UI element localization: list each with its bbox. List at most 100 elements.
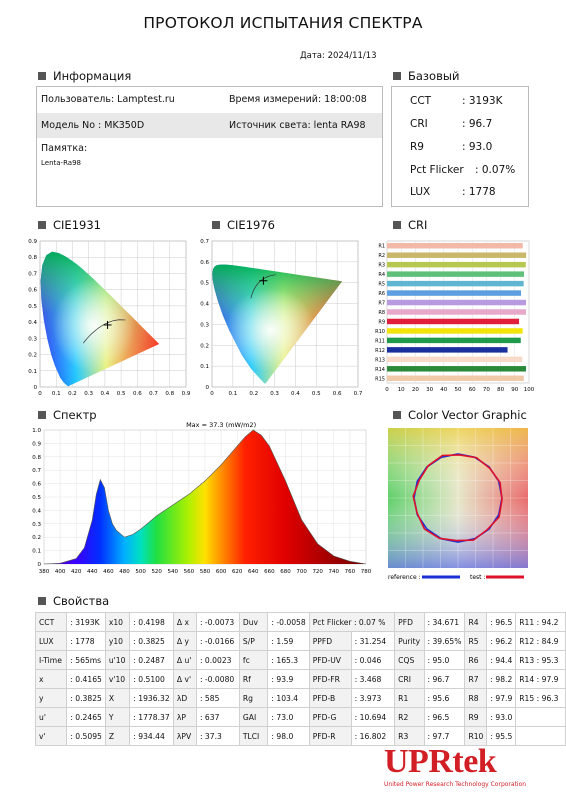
properties-cell: λPV bbox=[172, 726, 197, 746]
properties-cell: : 34.671 bbox=[423, 612, 466, 632]
info-section-title: Информация bbox=[38, 69, 131, 83]
y-tick-label: 1.0 bbox=[32, 428, 41, 434]
cri-label: R4 bbox=[378, 272, 385, 278]
cie1931-chart: 00 0.1 0.1 0.2 0.2 0.3 0.3 0.4 0.4 0.5 0.5 0.6 0.6 0.… bbox=[28, 239, 191, 397]
properties-cell: : 97.7 bbox=[423, 726, 466, 746]
spectrum-line bbox=[43, 429, 367, 565]
properties-cell: Duv bbox=[238, 612, 269, 632]
cvg-legend-test: test : bbox=[470, 574, 485, 581]
y-tick-label: 0 bbox=[38, 562, 42, 568]
section-bullet-icon bbox=[393, 72, 401, 80]
cri-label: R1 bbox=[378, 244, 385, 250]
cri-bar bbox=[387, 271, 525, 277]
y-tick-label: 0.7 bbox=[28, 271, 37, 277]
y-tick-label: 0.1 bbox=[28, 369, 37, 375]
cri-label: R14 bbox=[375, 367, 385, 373]
properties-cell: R6 bbox=[464, 650, 488, 670]
y-tick-label: 0 bbox=[34, 385, 38, 391]
properties-cell: : 0.4165 bbox=[66, 669, 106, 689]
section-bullet-icon bbox=[393, 411, 401, 419]
cvg-section-title: Color Vector Graphic bbox=[393, 408, 527, 422]
x-tick-label: 60 bbox=[469, 387, 476, 393]
properties-cell: : 0.2465 bbox=[66, 707, 106, 727]
cri-bar bbox=[387, 366, 527, 372]
cri-bar bbox=[387, 290, 522, 296]
x-tick-label: 700 bbox=[296, 569, 307, 575]
x-tick-label: 580 bbox=[200, 569, 211, 575]
properties-cell: Z bbox=[104, 726, 131, 746]
y-tick-label: 0.5 bbox=[200, 281, 209, 287]
info-user: Пользователь: Lamptest.ru bbox=[41, 94, 175, 105]
x-tick-label: 0.7 bbox=[149, 391, 158, 397]
properties-cell: x bbox=[34, 669, 68, 689]
y-tick-label: 0 bbox=[206, 385, 210, 391]
section-bullet-icon bbox=[393, 221, 401, 229]
cri-chart: 0 10 20 30 40 50 60 70 80 90 100 R1 R2 R3 R4 R5 R6 R7 R8 R9… bbox=[375, 240, 535, 393]
properties-cell: : 0.3825 bbox=[66, 688, 106, 708]
logo-text: UPRtek bbox=[384, 743, 497, 780]
properties-cell: Rg bbox=[238, 688, 269, 708]
properties-cell: : 0.0023 bbox=[195, 650, 240, 670]
properties-cell: : 934.44 bbox=[129, 726, 174, 746]
cri-bar bbox=[387, 280, 524, 287]
x-tick-label: 520 bbox=[151, 569, 162, 575]
x-tick-label: 540 bbox=[168, 569, 179, 575]
properties-cell: : 1936.32 bbox=[129, 688, 174, 708]
x-tick-label: 0.5 bbox=[117, 391, 126, 397]
cri-section-title: CRI bbox=[393, 218, 427, 232]
x-tick-label: 40 bbox=[440, 387, 447, 393]
properties-cell: : 96.5 bbox=[486, 612, 517, 632]
cri-label: R12 bbox=[375, 348, 385, 354]
properties-cell: : 16.802 bbox=[350, 726, 396, 746]
properties-cell: : 1.59 bbox=[267, 631, 310, 651]
cri-bar bbox=[387, 337, 521, 344]
x-tick-label: 0.8 bbox=[165, 391, 174, 397]
properties-cell: PFD bbox=[394, 612, 425, 632]
x-tick-label: 720 bbox=[312, 569, 323, 575]
y-tick-label: 0.3 bbox=[32, 522, 41, 528]
properties-cell: R8 bbox=[464, 688, 488, 708]
x-tick-label: 0.3 bbox=[270, 391, 279, 397]
cri-bar bbox=[387, 318, 520, 325]
y-tick-label: 0.4 bbox=[28, 320, 37, 326]
properties-cell: : 637 bbox=[195, 707, 240, 727]
x-tick-label: 100 bbox=[524, 387, 535, 393]
properties-cell: v' bbox=[34, 726, 68, 746]
properties-cell: v'10 bbox=[104, 669, 131, 689]
properties-cell: λD bbox=[172, 688, 197, 708]
basic-cct: CCT: 3193K bbox=[410, 95, 503, 107]
x-tick-label: 0 bbox=[38, 391, 42, 397]
y-tick-label: 0.6 bbox=[200, 260, 209, 266]
x-tick-label: 500 bbox=[135, 569, 146, 575]
properties-cell: : 1778 bbox=[66, 631, 106, 651]
y-tick-label: 0.8 bbox=[32, 455, 41, 461]
properties-cell: : 39.65% bbox=[423, 631, 466, 651]
properties-cell: : 97.9 bbox=[486, 688, 517, 708]
properties-row: x: 0.4165 v'10: 0.5100 Δ v': -0.0080 Rf: 93… bbox=[34, 669, 566, 689]
properties-cell: R4 bbox=[464, 612, 488, 632]
properties-cell: : 565ms bbox=[66, 650, 106, 670]
properties-cell: : 3193K bbox=[66, 612, 106, 632]
properties-cell: PPFD bbox=[308, 631, 352, 651]
properties-cell: : 0.3825 bbox=[129, 631, 174, 651]
info-model: Модель No : MK350D bbox=[41, 120, 145, 131]
section-bullet-icon bbox=[212, 221, 220, 229]
properties-cell: : 31.254 bbox=[350, 631, 396, 651]
properties-cell: : 73.0 bbox=[267, 707, 310, 727]
properties-cell: R15 : 96.3 bbox=[515, 688, 566, 708]
x-tick-label: 760 bbox=[345, 569, 356, 575]
properties-cell: Δ u' bbox=[172, 650, 197, 670]
y-tick-label: 0.6 bbox=[32, 482, 41, 488]
properties-cell: R9 bbox=[464, 707, 488, 727]
properties-cell: : 0.2487 bbox=[129, 650, 174, 670]
properties-cell: PFD-B bbox=[308, 688, 352, 708]
properties-cell: : 0.4198 bbox=[129, 612, 174, 632]
basic-cri: CRI: 96.7 bbox=[410, 118, 493, 130]
memo-value: Lenta-Ra98 bbox=[41, 159, 81, 167]
x-tick-label: 680 bbox=[280, 569, 291, 575]
properties-cell: : 96.2 bbox=[486, 631, 517, 651]
properties-cell: Δ y bbox=[172, 631, 197, 651]
properties-cell: : 95.5 bbox=[486, 726, 517, 746]
properties-cell: Rf bbox=[238, 669, 269, 689]
x-tick-label: 0.7 bbox=[354, 391, 363, 397]
